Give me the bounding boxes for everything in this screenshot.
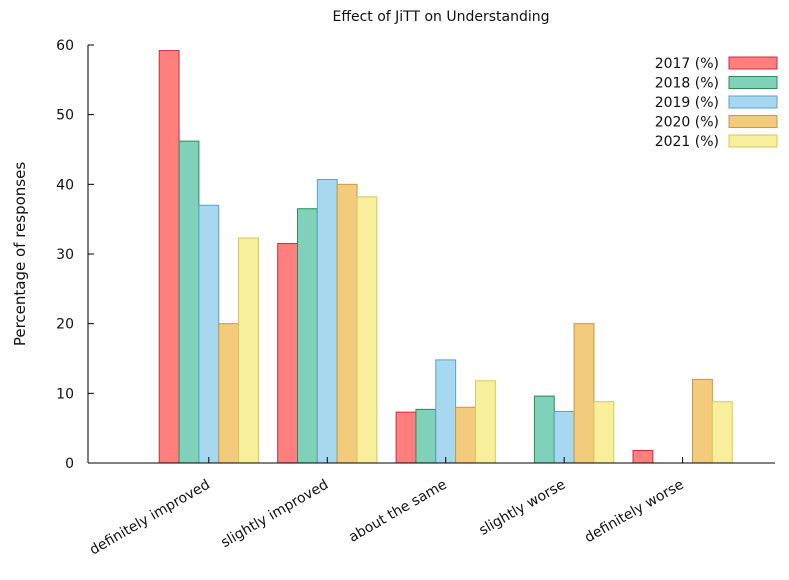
chart-title: Effect of JiTT on Understanding <box>332 9 549 25</box>
legend-swatch <box>728 95 778 109</box>
bar-4-3 <box>692 378 713 464</box>
bar-0-4 <box>238 237 259 464</box>
bar-2-1 <box>415 408 437 464</box>
x-tick-label: slightly improved <box>218 477 331 551</box>
legend-swatch <box>728 76 778 89</box>
legend-swatch <box>728 56 778 70</box>
bar-1-3 <box>336 183 358 464</box>
bar-2-2 <box>435 359 457 464</box>
legend-label: 2018 (%) <box>655 76 719 92</box>
bar-1-1 <box>297 208 318 464</box>
x-tick-label: definitely worse <box>582 477 687 547</box>
bar-0-2 <box>198 204 220 464</box>
bar-4-0 <box>632 449 654 464</box>
legend-swatch <box>728 134 778 148</box>
legend-swatch <box>728 115 778 128</box>
bar-0-0 <box>158 50 180 464</box>
y-tick-label: 50 <box>56 108 74 124</box>
bar-0-3 <box>218 323 240 464</box>
y-tick-label: 10 <box>56 386 74 402</box>
y-tick-label: 30 <box>56 247 74 263</box>
bar-2-3 <box>455 406 476 464</box>
bar-3-3 <box>573 323 595 464</box>
bar-3-1 <box>533 395 555 464</box>
bar-3-4 <box>593 401 615 464</box>
legend-label: 2021 (%) <box>655 134 719 150</box>
bar-1-4 <box>356 196 378 464</box>
legend-label: 2017 (%) <box>655 56 719 72</box>
bar-1-2 <box>316 178 338 464</box>
x-tick-label: definitely improved <box>87 477 213 559</box>
y-tick-label: 60 <box>56 38 74 54</box>
x-tick-label: about the same <box>346 477 450 546</box>
bar-1-0 <box>277 243 299 464</box>
y-tick-label: 20 <box>56 317 74 333</box>
x-tick-label: slightly worse <box>476 477 568 539</box>
y-tick-label: 40 <box>56 177 74 193</box>
bars-group <box>158 50 733 464</box>
legend: 2017 (%) 2018 (%) 2019 (%) 2020 (%) 2021 (%) <box>655 56 778 150</box>
y-tick-label: 0 <box>65 456 74 472</box>
y-axis-label: Percentage of responses <box>11 162 29 347</box>
legend-label: 2020 (%) <box>655 115 719 131</box>
legend-label: 2019 (%) <box>655 95 719 111</box>
bar-3-2 <box>553 410 575 464</box>
bar-2-4 <box>474 380 496 464</box>
bar-4-4 <box>711 401 733 464</box>
bar-0-1 <box>178 140 200 464</box>
bar-2-0 <box>395 411 417 464</box>
